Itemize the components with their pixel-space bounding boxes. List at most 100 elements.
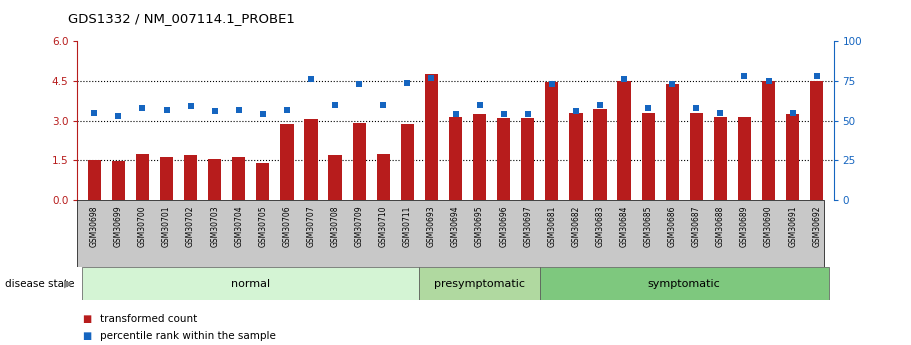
Point [545, 81, 559, 87]
Point [737, 73, 752, 79]
Text: normal: normal [231, 279, 271, 289]
Bar [618, 81, 630, 200]
Bar [786, 114, 799, 200]
Bar [353, 122, 366, 200]
Text: GSM30681: GSM30681 [548, 206, 557, 247]
Text: GSM30708: GSM30708 [331, 206, 340, 247]
Point [280, 107, 294, 112]
Text: GSM30696: GSM30696 [499, 206, 508, 247]
Bar [521, 118, 535, 200]
Point [400, 80, 415, 86]
Bar [641, 113, 655, 200]
Text: GSM30683: GSM30683 [596, 206, 605, 247]
Bar [256, 162, 270, 200]
Text: GSM30694: GSM30694 [451, 206, 460, 247]
Text: GSM30701: GSM30701 [162, 206, 171, 247]
Text: GSM30688: GSM30688 [716, 206, 725, 247]
Text: ■: ■ [82, 314, 91, 324]
Text: GSM30690: GSM30690 [764, 206, 773, 247]
Text: disease state: disease state [5, 279, 74, 289]
Text: GSM30703: GSM30703 [210, 206, 220, 247]
Point [593, 102, 608, 108]
Point [303, 77, 318, 82]
Text: GSM30707: GSM30707 [306, 206, 315, 247]
Text: transformed count: transformed count [100, 314, 198, 324]
Text: presymptomatic: presymptomatic [434, 279, 525, 289]
Text: GSM30684: GSM30684 [619, 206, 629, 247]
Point [183, 104, 198, 109]
Point [665, 81, 680, 87]
Bar [425, 75, 438, 200]
Point [231, 107, 246, 112]
Bar [82, 267, 419, 300]
Bar [545, 82, 558, 200]
Point [425, 75, 439, 81]
Text: GSM30687: GSM30687 [691, 206, 701, 247]
Text: ■: ■ [82, 332, 91, 341]
Bar [473, 114, 486, 200]
Text: ▶: ▶ [64, 279, 72, 289]
Point [111, 113, 126, 119]
Text: GSM30704: GSM30704 [234, 206, 243, 247]
Text: GSM30697: GSM30697 [523, 206, 532, 247]
Point [713, 110, 728, 116]
Point [159, 107, 174, 112]
Text: GSM30682: GSM30682 [571, 206, 580, 247]
Point [568, 108, 583, 114]
Bar [329, 155, 342, 200]
Bar [666, 84, 679, 200]
Bar [713, 117, 727, 200]
Point [640, 105, 655, 111]
Bar [87, 160, 101, 200]
Point [328, 102, 343, 108]
Point [376, 102, 391, 108]
Bar [112, 161, 125, 200]
Point [785, 110, 800, 116]
Text: GSM30700: GSM30700 [138, 206, 147, 247]
Text: GSM30695: GSM30695 [475, 206, 484, 247]
Bar [281, 124, 293, 200]
Point [135, 105, 149, 111]
Bar [419, 267, 540, 300]
Text: GSM30691: GSM30691 [788, 206, 797, 247]
Text: GSM30711: GSM30711 [403, 206, 412, 247]
Bar [449, 117, 462, 200]
Bar [497, 118, 510, 200]
Point [448, 112, 463, 117]
Bar [810, 81, 824, 200]
Bar [569, 113, 582, 200]
Point [520, 112, 535, 117]
Bar [376, 154, 390, 200]
Text: GSM30709: GSM30709 [354, 206, 363, 247]
Bar [208, 159, 221, 200]
Bar [160, 157, 173, 200]
Text: GSM30698: GSM30698 [90, 206, 98, 247]
Text: GSM30686: GSM30686 [668, 206, 677, 247]
Text: GSM30693: GSM30693 [427, 206, 436, 247]
Bar [304, 119, 318, 200]
Point [352, 81, 366, 87]
Text: GSM30685: GSM30685 [644, 206, 652, 247]
Bar [762, 81, 775, 200]
Bar [540, 267, 829, 300]
Point [472, 102, 486, 108]
Text: symptomatic: symptomatic [648, 279, 721, 289]
Bar [401, 124, 414, 200]
Point [762, 78, 776, 84]
Point [208, 108, 222, 114]
Text: GDS1332 / NM_007114.1_PROBE1: GDS1332 / NM_007114.1_PROBE1 [68, 12, 295, 25]
Text: GSM30702: GSM30702 [186, 206, 195, 247]
Text: GSM30699: GSM30699 [114, 206, 123, 247]
Bar [232, 157, 245, 200]
Bar [136, 154, 149, 200]
Point [87, 110, 102, 116]
Point [617, 77, 631, 82]
Bar [690, 113, 703, 200]
Text: GSM30705: GSM30705 [259, 206, 267, 247]
Text: GSM30689: GSM30689 [740, 206, 749, 247]
Point [496, 112, 511, 117]
Text: GSM30692: GSM30692 [813, 206, 821, 247]
Point [689, 105, 703, 111]
Bar [184, 155, 198, 200]
Text: GSM30706: GSM30706 [282, 206, 292, 247]
